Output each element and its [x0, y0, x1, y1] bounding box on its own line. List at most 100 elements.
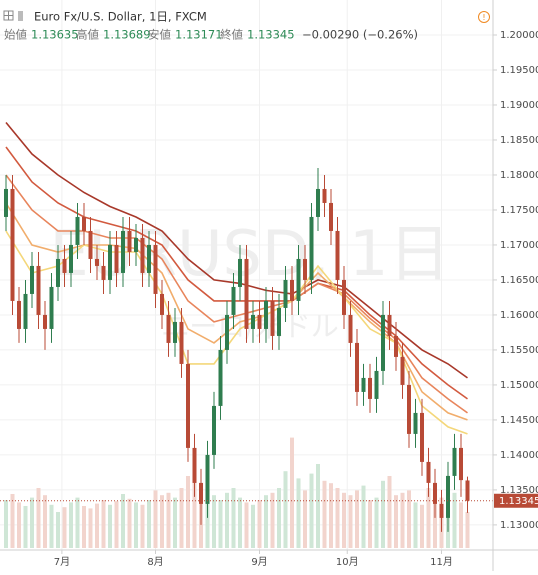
candle-body [82, 216, 86, 231]
candle-body [355, 342, 359, 392]
volume-bar [108, 504, 112, 548]
volume-bar [283, 471, 288, 548]
volume-bar [62, 507, 67, 548]
candle-body [23, 293, 28, 329]
volume-bar [459, 502, 463, 548]
candle-body [433, 482, 437, 504]
candle-body [88, 230, 93, 259]
volume-bar [251, 504, 255, 548]
candle-body [17, 300, 21, 329]
volume-bar [114, 501, 119, 548]
y-tick-label: 1.18000 [500, 170, 538, 181]
candle-body [62, 258, 67, 273]
candle-body [212, 405, 216, 455]
candle-body [251, 314, 255, 329]
volume-bar [153, 490, 158, 548]
volume-bar [394, 495, 398, 548]
volume-bar [212, 495, 216, 548]
last-price-label: 1.13345 [499, 496, 538, 507]
candle-body [309, 216, 314, 280]
candle-body [394, 335, 398, 357]
y-tick-label: 1.17000 [500, 240, 538, 251]
candle-body [134, 237, 138, 252]
candle-body [192, 447, 197, 483]
candle-body [140, 237, 145, 273]
volume-bar [309, 473, 314, 548]
candle-body [316, 188, 320, 217]
volume-bar [452, 492, 457, 548]
ohlc-value: 1.13635 [31, 28, 79, 42]
volume-bar [192, 482, 197, 548]
candle-body [348, 314, 353, 343]
x-tick-label: 11月 [430, 556, 453, 568]
candle-body [290, 279, 294, 301]
candle-body [75, 216, 80, 245]
candle-body [69, 244, 73, 273]
volume-bar [348, 495, 353, 548]
y-tick-label: 1.19500 [500, 65, 538, 76]
y-tick-label: 1.16000 [500, 310, 538, 321]
volume-bar [316, 464, 320, 548]
volume-bar [413, 502, 418, 548]
volume-bar [160, 495, 164, 548]
volume-bar [166, 492, 171, 548]
x-tick-label: 10月 [336, 556, 359, 568]
volume-bar [322, 480, 327, 548]
candle-body [244, 258, 249, 329]
candle-body [270, 300, 275, 336]
volume-bar [43, 495, 47, 548]
ohlc-value: 1.13689 [103, 28, 151, 42]
y-tick-label: 1.19000 [500, 100, 538, 111]
candle-body [264, 300, 268, 329]
volume-bar [244, 502, 249, 548]
y-tick-label: 1.18500 [500, 135, 538, 146]
y-tick-label: 1.14500 [500, 415, 538, 426]
ohlc-label: 高値 [76, 28, 99, 42]
candle-body [283, 279, 288, 308]
candle-body [459, 447, 463, 481]
volume-bar [69, 502, 73, 548]
volume-bar [238, 497, 242, 548]
volume-bar [36, 488, 41, 548]
volume-bar [218, 500, 223, 548]
candle-body [101, 265, 106, 280]
alert-mark: ! [482, 13, 485, 22]
y-tick-label: 1.15500 [500, 345, 538, 356]
candle-body [413, 412, 418, 434]
volume-bar [140, 504, 145, 548]
volume-bar [342, 492, 346, 548]
volume-bar [147, 500, 151, 548]
volume-bar [374, 497, 379, 548]
candle-body [368, 377, 372, 399]
candle-body [452, 447, 457, 476]
x-tick-label: 8月 [147, 556, 163, 568]
volume-bar [10, 494, 15, 548]
volume-bar [400, 492, 405, 548]
volume-bar [407, 490, 411, 548]
volume-bar [296, 478, 301, 548]
candle-body [420, 412, 424, 462]
volume-bar [225, 492, 229, 548]
candle-body [43, 314, 47, 329]
candle-body [49, 286, 54, 329]
candle-body [121, 230, 125, 273]
volume-bar [82, 506, 86, 548]
candle-body [465, 480, 470, 501]
candle-body [10, 188, 15, 301]
y-tick-label: 1.13500 [500, 485, 538, 496]
volume-bar [56, 512, 60, 548]
hide-icon[interactable] [18, 11, 23, 21]
alert-icon[interactable] [478, 11, 490, 23]
volume-bar [121, 494, 125, 548]
candle-body [322, 188, 327, 203]
volume-bar [361, 485, 366, 548]
candle-body [160, 293, 164, 315]
volume-bar [49, 504, 54, 548]
candle-body [218, 349, 223, 406]
volume-bar [231, 488, 236, 548]
volume-bar [355, 490, 359, 548]
candle-body [381, 314, 385, 371]
y-tick-label: 1.14000 [500, 450, 538, 461]
candle-body [205, 454, 210, 504]
symbol-title: Euro Fx/U.S. Dollar, 1日, FXCM [34, 10, 207, 24]
